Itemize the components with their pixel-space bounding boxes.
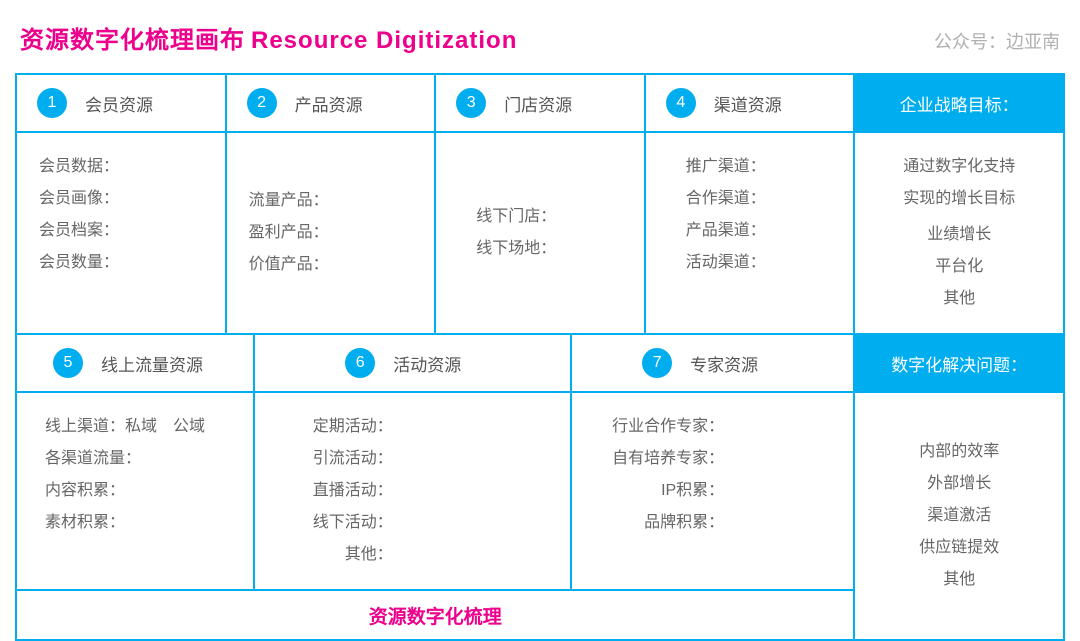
cell-header-1: 1 会员资源 bbox=[17, 75, 225, 131]
side-content-2: 内部的效率 外部增长 渠道激活 供应链提效 其他 bbox=[855, 393, 1063, 639]
canvas-grid: 1 会员资源 2 产品资源 3 门店资源 4 渠道资源 企业战略目标： 会员数据… bbox=[15, 73, 1065, 641]
cell-header-6: 6 活动资源 bbox=[255, 335, 570, 391]
title-zh: 资源数字化梳理画布 bbox=[20, 27, 245, 54]
row4-wrap: 线上渠道：私域 公域 各渠道流量： 内容积累： 素材积累： 定期活动： 引流活动… bbox=[17, 393, 853, 589]
footer-label: 资源数字化梳理 bbox=[17, 591, 853, 639]
badge-1: 1 bbox=[37, 88, 67, 118]
cell-header-3: 3 门店资源 bbox=[436, 75, 644, 131]
cell-header-2: 2 产品资源 bbox=[227, 75, 435, 131]
label-6: 活动资源 bbox=[393, 351, 461, 376]
badge-7: 7 bbox=[642, 348, 672, 378]
cell-content-1: 会员数据： 会员画像： 会员档案： 会员数量： bbox=[17, 133, 225, 333]
title-en: Resource Digitization bbox=[251, 27, 517, 54]
side-content-1: 通过数字化支持 实现的增长目标 业绩增长 平台化 其他 bbox=[855, 133, 1063, 333]
side-header-2: 数字化解决问题： bbox=[855, 335, 1063, 391]
cell-content-7: 行业合作专家： 自有培养专家： IP积累： 品牌积累： bbox=[572, 393, 853, 589]
badge-5: 5 bbox=[53, 348, 83, 378]
label-1: 会员资源 bbox=[85, 91, 153, 116]
label-5: 线上流量资源 bbox=[101, 351, 203, 376]
label-3: 门店资源 bbox=[504, 91, 572, 116]
credit-text: 公众号：边亚南 bbox=[934, 28, 1060, 54]
label-7: 专家资源 bbox=[690, 351, 758, 376]
badge-2: 2 bbox=[247, 88, 277, 118]
cell-content-6: 定期活动： 引流活动： 直播活动： 线下活动： 其他： bbox=[255, 393, 570, 589]
cell-header-5: 5 线上流量资源 bbox=[17, 335, 253, 391]
cell-content-5: 线上渠道：私域 公域 各渠道流量： 内容积累： 素材积累： bbox=[17, 393, 253, 589]
cell-content-4: 推广渠道： 合作渠道： 产品渠道： 活动渠道： bbox=[646, 133, 854, 333]
label-2: 产品资源 bbox=[295, 91, 363, 116]
page-header: 资源数字化梳理画布Resource Digitization 公众号：边亚南 bbox=[15, 20, 1065, 55]
cell-header-4: 4 渠道资源 bbox=[646, 75, 854, 131]
row3-wrap: 5 线上流量资源 6 活动资源 7 专家资源 bbox=[17, 335, 853, 391]
cell-content-3: 线下门店： 线下场地： bbox=[436, 133, 644, 333]
page-title: 资源数字化梳理画布Resource Digitization bbox=[20, 20, 517, 55]
label-4: 渠道资源 bbox=[714, 91, 782, 116]
side-header-1: 企业战略目标： bbox=[855, 75, 1063, 131]
badge-4: 4 bbox=[666, 88, 696, 118]
cell-header-7: 7 专家资源 bbox=[572, 335, 853, 391]
badge-3: 3 bbox=[456, 88, 486, 118]
cell-content-2: 流量产品： 盈利产品： 价值产品： bbox=[227, 133, 435, 333]
badge-6: 6 bbox=[345, 348, 375, 378]
